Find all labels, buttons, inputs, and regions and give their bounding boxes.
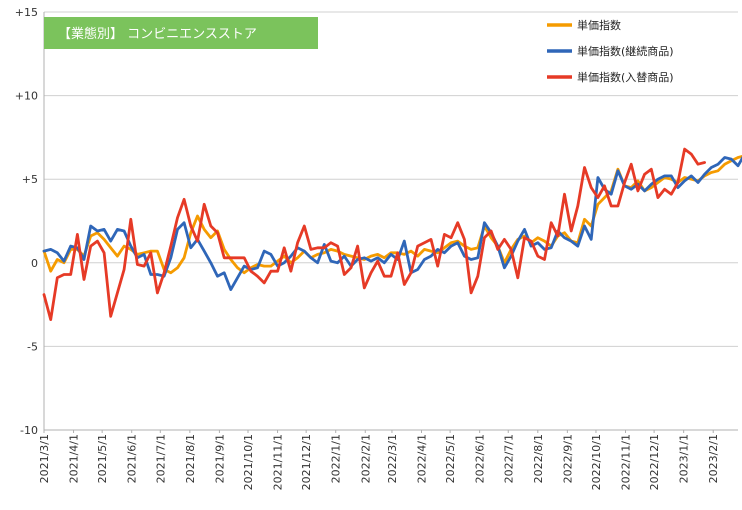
chart-title: 【業態別】 コンビニエンスストア [58,26,257,42]
x-tick-label: 2022/10/1 [590,434,603,490]
series-line [42,155,742,292]
y-tick-label: -5 [27,340,38,353]
x-tick-label: 2021/5/1 [96,434,109,483]
chart-title-box: 【業態別】 コンビニエンスストア [44,17,318,49]
x-tick-label: 2022/1/1 [330,434,343,483]
x-tick-label: 2022/9/1 [561,434,574,483]
x-tick-label: 2021/11/1 [272,434,285,490]
y-axis-tick-labels: +15 +10 +5 0 -5 -10 [15,6,38,437]
x-tick-label: 2021/7/1 [154,434,167,483]
x-tick-label: 2021/12/1 [300,434,313,490]
x-tick-label: 2022/8/1 [532,434,545,483]
x-tick-label: 2021/9/1 [213,434,226,483]
series-lines [42,147,742,322]
x-tick-label: 2022/5/1 [444,434,457,483]
x-tick-label: 2022/7/1 [502,434,515,483]
x-axis-tick-labels: 2021/3/1 2021/4/1 2021/5/1 2021/6/1 2021/7/1… [38,430,720,490]
x-tick-label: 2021/8/1 [184,434,197,483]
legend-label: 単価指数 [577,18,621,32]
axes [43,12,738,431]
x-tick-label: 2022/11/1 [620,434,633,490]
x-tick-label: 2022/2/1 [359,434,372,483]
x-tick-label: 2022/4/1 [416,434,429,483]
x-tick-label: 2023/1/1 [678,434,691,483]
legend-label: 単価指数(入替商品) [577,70,674,84]
y-tick-label: +15 [15,6,38,19]
x-tick-label: 2022/6/1 [474,434,487,483]
y-tick-label: +5 [22,173,38,186]
x-tick-label: 2021/3/1 [38,434,51,483]
y-tick-label: 0 [31,257,38,270]
x-tick-label: 2021/10/1 [242,434,255,490]
series-line [42,147,706,322]
x-tick-label: 2023/2/1 [707,434,720,483]
y-tick-label: -10 [20,424,38,437]
x-tick-label: 2021/6/1 [126,434,139,483]
x-tick-label: 2022/3/1 [386,434,399,483]
y-tick-label: +10 [15,90,38,103]
x-tick-label: 2022/12/1 [648,434,661,490]
legend-label: 単価指数(継続商品) [577,44,674,58]
x-tick-label: 2021/4/1 [68,434,81,483]
chart-title-background [44,17,318,49]
